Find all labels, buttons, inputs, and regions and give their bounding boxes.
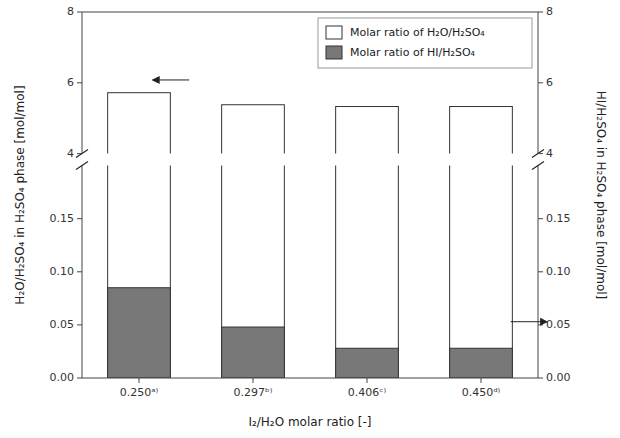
y-tick xyxy=(538,324,543,325)
bar xyxy=(108,93,171,154)
bar xyxy=(108,288,171,378)
plot-top xyxy=(108,93,513,154)
axis-break-mark xyxy=(76,162,88,170)
x-tick-label: 0.297ᵇ⁾ xyxy=(234,386,273,399)
legend: Molar ratio of H₂O/H₂SO₄ Molar ratio of H… xyxy=(318,18,532,68)
x-tick xyxy=(367,378,368,383)
y-tick-label: 0.05 xyxy=(546,318,571,331)
y-tick xyxy=(538,218,543,219)
bar-lower-segment xyxy=(336,166,399,378)
bar xyxy=(336,107,399,154)
bar xyxy=(450,348,513,378)
y-tick xyxy=(77,218,82,219)
y-tick xyxy=(538,82,543,83)
y-tick-label: 0.15 xyxy=(50,212,75,225)
bar-lower-segment xyxy=(108,166,171,378)
frame-top xyxy=(82,12,538,13)
y-tick-label: 0.15 xyxy=(546,212,571,225)
y-tick xyxy=(538,271,543,272)
y-tick xyxy=(77,378,82,379)
y-tick xyxy=(538,378,543,379)
y-axis-label: H₂O/H₂SO₄ in H₂SO₄ phase [mol/mol] xyxy=(13,85,27,304)
y-tick-label: 4 xyxy=(546,147,553,160)
plot-bottom xyxy=(108,166,513,378)
x-tick xyxy=(139,378,140,383)
x-tick xyxy=(253,378,254,383)
x-tick-label: 0.406ᶜ⁾ xyxy=(348,386,387,399)
y-tick xyxy=(538,153,543,154)
legend-box xyxy=(318,18,532,68)
y-tick xyxy=(538,12,543,13)
y-tick-label: 6 xyxy=(546,76,553,89)
y-tick-label: 0.10 xyxy=(546,265,571,278)
y-tick-label: 0.00 xyxy=(50,371,75,384)
legend-entry: Molar ratio of H₂O/H₂SO₄ xyxy=(350,26,485,39)
axis-arrow xyxy=(153,79,189,80)
legend-entry: Molar ratio of HI/H₂SO₄ xyxy=(350,46,476,59)
y-tick-label: 0.05 xyxy=(50,318,75,331)
legend-swatch xyxy=(326,46,342,59)
bar xyxy=(222,105,285,154)
y2-axis-label: HI/H₂SO₄ in H₂SO₄ phase [mol/mol] xyxy=(594,91,608,300)
x-tick xyxy=(481,378,482,383)
y-tick-label: 8 xyxy=(546,5,553,18)
chart: 4 4 6 6 8 8 0.00 0.00 0.05 0.05 0.10 0.10 0.15 0.15 0.… xyxy=(0,0,620,438)
axis-line-x xyxy=(82,378,538,379)
bar xyxy=(222,327,285,378)
y-tick-label: 4 xyxy=(67,147,74,160)
bar xyxy=(336,348,399,378)
y-tick xyxy=(77,153,82,154)
bar-lower-segment xyxy=(450,166,513,378)
axis-break-mark xyxy=(532,150,544,158)
x-axis-label: I₂/H₂O molar ratio [-] xyxy=(248,415,371,429)
y-tick xyxy=(77,12,82,13)
axis-break-mark xyxy=(532,162,544,170)
y-tick-label: 0.10 xyxy=(50,265,75,278)
bar xyxy=(450,107,513,154)
y-tick xyxy=(77,271,82,272)
y-tick-label: 0.00 xyxy=(546,371,571,384)
axis-break-mark xyxy=(76,150,88,158)
legend-swatch xyxy=(326,26,342,39)
x-tick-label: 0.250ᵃ⁾ xyxy=(120,386,159,399)
axis-arrow xyxy=(511,321,547,322)
y-tick xyxy=(77,324,82,325)
y-tick xyxy=(77,82,82,83)
y-tick-label: 6 xyxy=(67,76,74,89)
x-tick-label: 0.450ᵈ⁾ xyxy=(462,386,501,399)
y-tick-label: 8 xyxy=(67,5,74,18)
bar-lower-segment xyxy=(222,166,285,378)
